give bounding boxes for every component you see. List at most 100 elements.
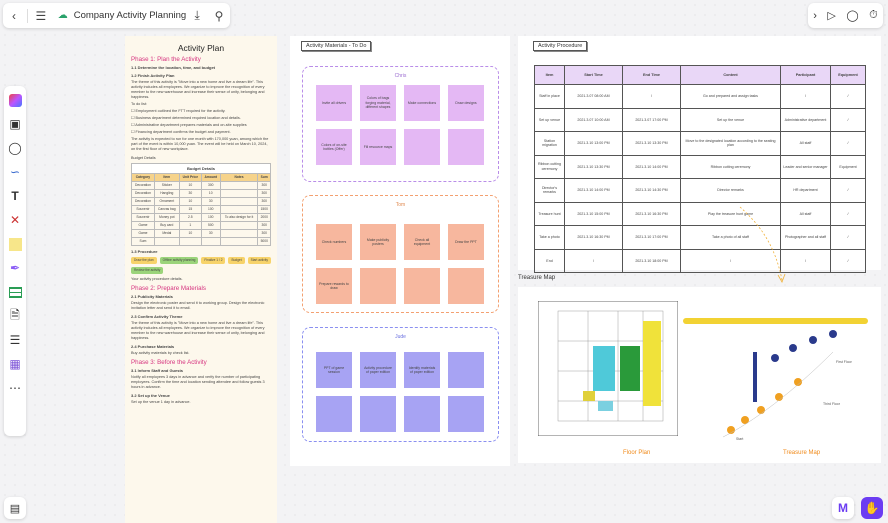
treasure-map-board[interactable]: First Floor Third Floor Start Floor Plan… bbox=[518, 287, 881, 463]
table-icon[interactable] bbox=[7, 284, 23, 300]
budget-cell bbox=[219, 205, 259, 214]
procedure-cell: 2021.3.10 14:00 PM bbox=[622, 154, 681, 179]
column-header: Unit Price bbox=[178, 173, 202, 182]
budget-row: Decoration Sticker 10 300 300 bbox=[131, 181, 271, 190]
budget-cell: 30 bbox=[200, 229, 221, 238]
procedure-cell: HR department bbox=[780, 178, 831, 203]
todo-item[interactable]: ☐ Financing department confirms the budg… bbox=[131, 130, 231, 134]
collapse-icon[interactable]: › bbox=[813, 9, 817, 22]
procedure-cell: Director's remarks bbox=[534, 178, 565, 203]
brush-icon[interactable]: ✒ bbox=[9, 261, 21, 275]
todo-item[interactable]: ☐ Business department determined require… bbox=[131, 116, 241, 120]
treasure-map-title: Treasure Map bbox=[518, 275, 556, 281]
procedure-row: Treasure hunt 2021.3.10 15:00 PM 2021.3.10… bbox=[534, 201, 866, 226]
download-icon[interactable]: ⤓ bbox=[194, 8, 200, 22]
timer-icon[interactable]: ⏱ bbox=[869, 9, 878, 21]
budget-cell bbox=[219, 237, 259, 246]
sticky-note[interactable] bbox=[404, 268, 440, 304]
sticky-note[interactable]: Draw the PPT bbox=[448, 224, 484, 260]
sticky-note[interactable]: PPT of game session bbox=[316, 352, 352, 388]
procedure-cell: Move to the designated location accordin… bbox=[680, 131, 781, 156]
procedure-cell: Set up the venue bbox=[680, 107, 781, 132]
plan-title: Activity Plan bbox=[177, 43, 225, 53]
comment-icon[interactable]: ◯ bbox=[846, 10, 859, 22]
back-icon[interactable]: ‹ bbox=[11, 8, 16, 23]
ai-icon[interactable]: M bbox=[832, 497, 854, 519]
sticky-note[interactable]: Make connections bbox=[404, 85, 440, 121]
pen-icon[interactable]: ∽ bbox=[9, 165, 21, 179]
column-header: Item bbox=[153, 173, 180, 182]
section-heading: 2.4 Purchase Materials bbox=[131, 344, 175, 349]
sticky-note[interactable]: Invite all drivers bbox=[316, 85, 352, 121]
minimap-icon[interactable]: ▤ bbox=[4, 497, 26, 519]
sticky-note[interactable] bbox=[404, 396, 440, 432]
procedure-chip: Offline activity planning bbox=[159, 257, 199, 264]
sticky-note-icon[interactable] bbox=[7, 236, 23, 252]
procedure-cell: Leader and senior manager bbox=[780, 154, 831, 179]
todo-item[interactable]: ☐ Administrative department prepares mat… bbox=[131, 123, 247, 127]
budget-cell: Canvas bag bbox=[153, 205, 180, 214]
document-title[interactable]: Company Activity Planning bbox=[73, 10, 187, 21]
connector-icon[interactable]: ✕ bbox=[9, 213, 21, 227]
procedure-row: End/2021.3.10 18:00 PM / / / bbox=[534, 248, 866, 273]
shape-icon[interactable]: ◯ bbox=[8, 141, 22, 155]
activity-plan-document[interactable]: Activity Plan Phase 1: Plan the Activity… bbox=[125, 36, 277, 523]
column-header: Start Time bbox=[564, 65, 623, 85]
sticky-note[interactable] bbox=[360, 268, 396, 304]
sticky-note[interactable]: Colors of on-site bottles (Offer) bbox=[316, 129, 352, 165]
menu-icon[interactable]: ☰ bbox=[35, 8, 47, 23]
budget-cell: 15 bbox=[178, 205, 202, 214]
group-label: Tom bbox=[395, 202, 406, 208]
procedure-cell: / bbox=[830, 225, 866, 250]
search-icon[interactable]: ⚲ bbox=[214, 8, 224, 23]
sticky-note[interactable] bbox=[360, 396, 396, 432]
budget-cell: 5000 bbox=[257, 237, 271, 246]
hand-icon[interactable]: ✋ bbox=[861, 497, 883, 519]
play-icon[interactable]: ▷ bbox=[827, 10, 836, 22]
budget-cell: 1 bbox=[178, 221, 202, 230]
template-icon[interactable] bbox=[7, 92, 23, 108]
sticky-note[interactable] bbox=[448, 129, 484, 165]
document-icon[interactable]: 🗎 bbox=[10, 307, 20, 322]
sticky-note[interactable]: Check all equipment bbox=[404, 224, 440, 260]
procedure-row: Director's remarks 2021.3.10 14:00 PM 2021… bbox=[534, 178, 866, 203]
text-icon[interactable]: T bbox=[11, 189, 19, 203]
group-jude[interactable]: Jude bbox=[302, 327, 499, 442]
group-tom[interactable]: Tom bbox=[302, 195, 499, 313]
budget-cell: 300 bbox=[200, 181, 221, 190]
procedure-cell: Take a photo bbox=[534, 225, 565, 250]
budget-cell: 10 bbox=[200, 189, 221, 198]
section-heading: 3.1 Inform Staff and Guests bbox=[131, 368, 184, 373]
sticky-note[interactable] bbox=[448, 396, 484, 432]
sticky-note[interactable]: Check numbers bbox=[316, 224, 352, 260]
list-icon[interactable]: ☰ bbox=[9, 333, 21, 347]
budget-cell: Sticker bbox=[153, 181, 180, 190]
frame-icon[interactable]: ▣ bbox=[9, 117, 21, 131]
procedure-cell: Administrative department bbox=[780, 107, 831, 132]
floor-plan-image bbox=[538, 301, 678, 436]
sticky-note[interactable] bbox=[448, 352, 484, 388]
sticky-note[interactable]: Make publicity posters bbox=[360, 224, 396, 260]
more-icon[interactable]: ⋯ bbox=[9, 381, 21, 395]
procedure-cell: 2021.3.10 18:00 PM bbox=[622, 248, 681, 273]
sticky-note[interactable]: Draw designs bbox=[448, 85, 484, 121]
sticky-note[interactable]: Prepare rewards to draw bbox=[316, 268, 352, 304]
kanban-icon[interactable]: ▦ bbox=[9, 357, 21, 371]
sticky-note[interactable]: Identify materials of paper edition bbox=[404, 352, 440, 388]
sticky-note[interactable] bbox=[404, 129, 440, 165]
sticky-note[interactable] bbox=[448, 268, 484, 304]
section-heading: 1.2 Finish Activity Plan bbox=[131, 73, 175, 78]
group-chris[interactable]: Chris bbox=[302, 66, 499, 182]
budget-cell: Buy card bbox=[153, 221, 180, 230]
budget-cell: Decoration bbox=[131, 181, 155, 190]
sticky-note[interactable] bbox=[316, 396, 352, 432]
sticky-note[interactable]: Activity procedure of paper edition bbox=[360, 352, 396, 388]
procedure-chip: Start activity bbox=[247, 257, 271, 264]
sticky-note[interactable]: Colors of bags forging material, differe… bbox=[360, 85, 396, 121]
budget-row: Decoration Ornament 10 30 300 bbox=[131, 197, 271, 206]
budget-cell bbox=[219, 221, 259, 230]
procedure-cell: 2021.3.07 10:00 AM bbox=[564, 107, 623, 132]
procedure-header-row: Item Start Time End Time Content Partici… bbox=[534, 65, 866, 85]
sticky-note[interactable]: Fill resource maps bbox=[360, 129, 396, 165]
todo-item[interactable]: ☐ Employment outlined the FTT required f… bbox=[131, 109, 226, 113]
